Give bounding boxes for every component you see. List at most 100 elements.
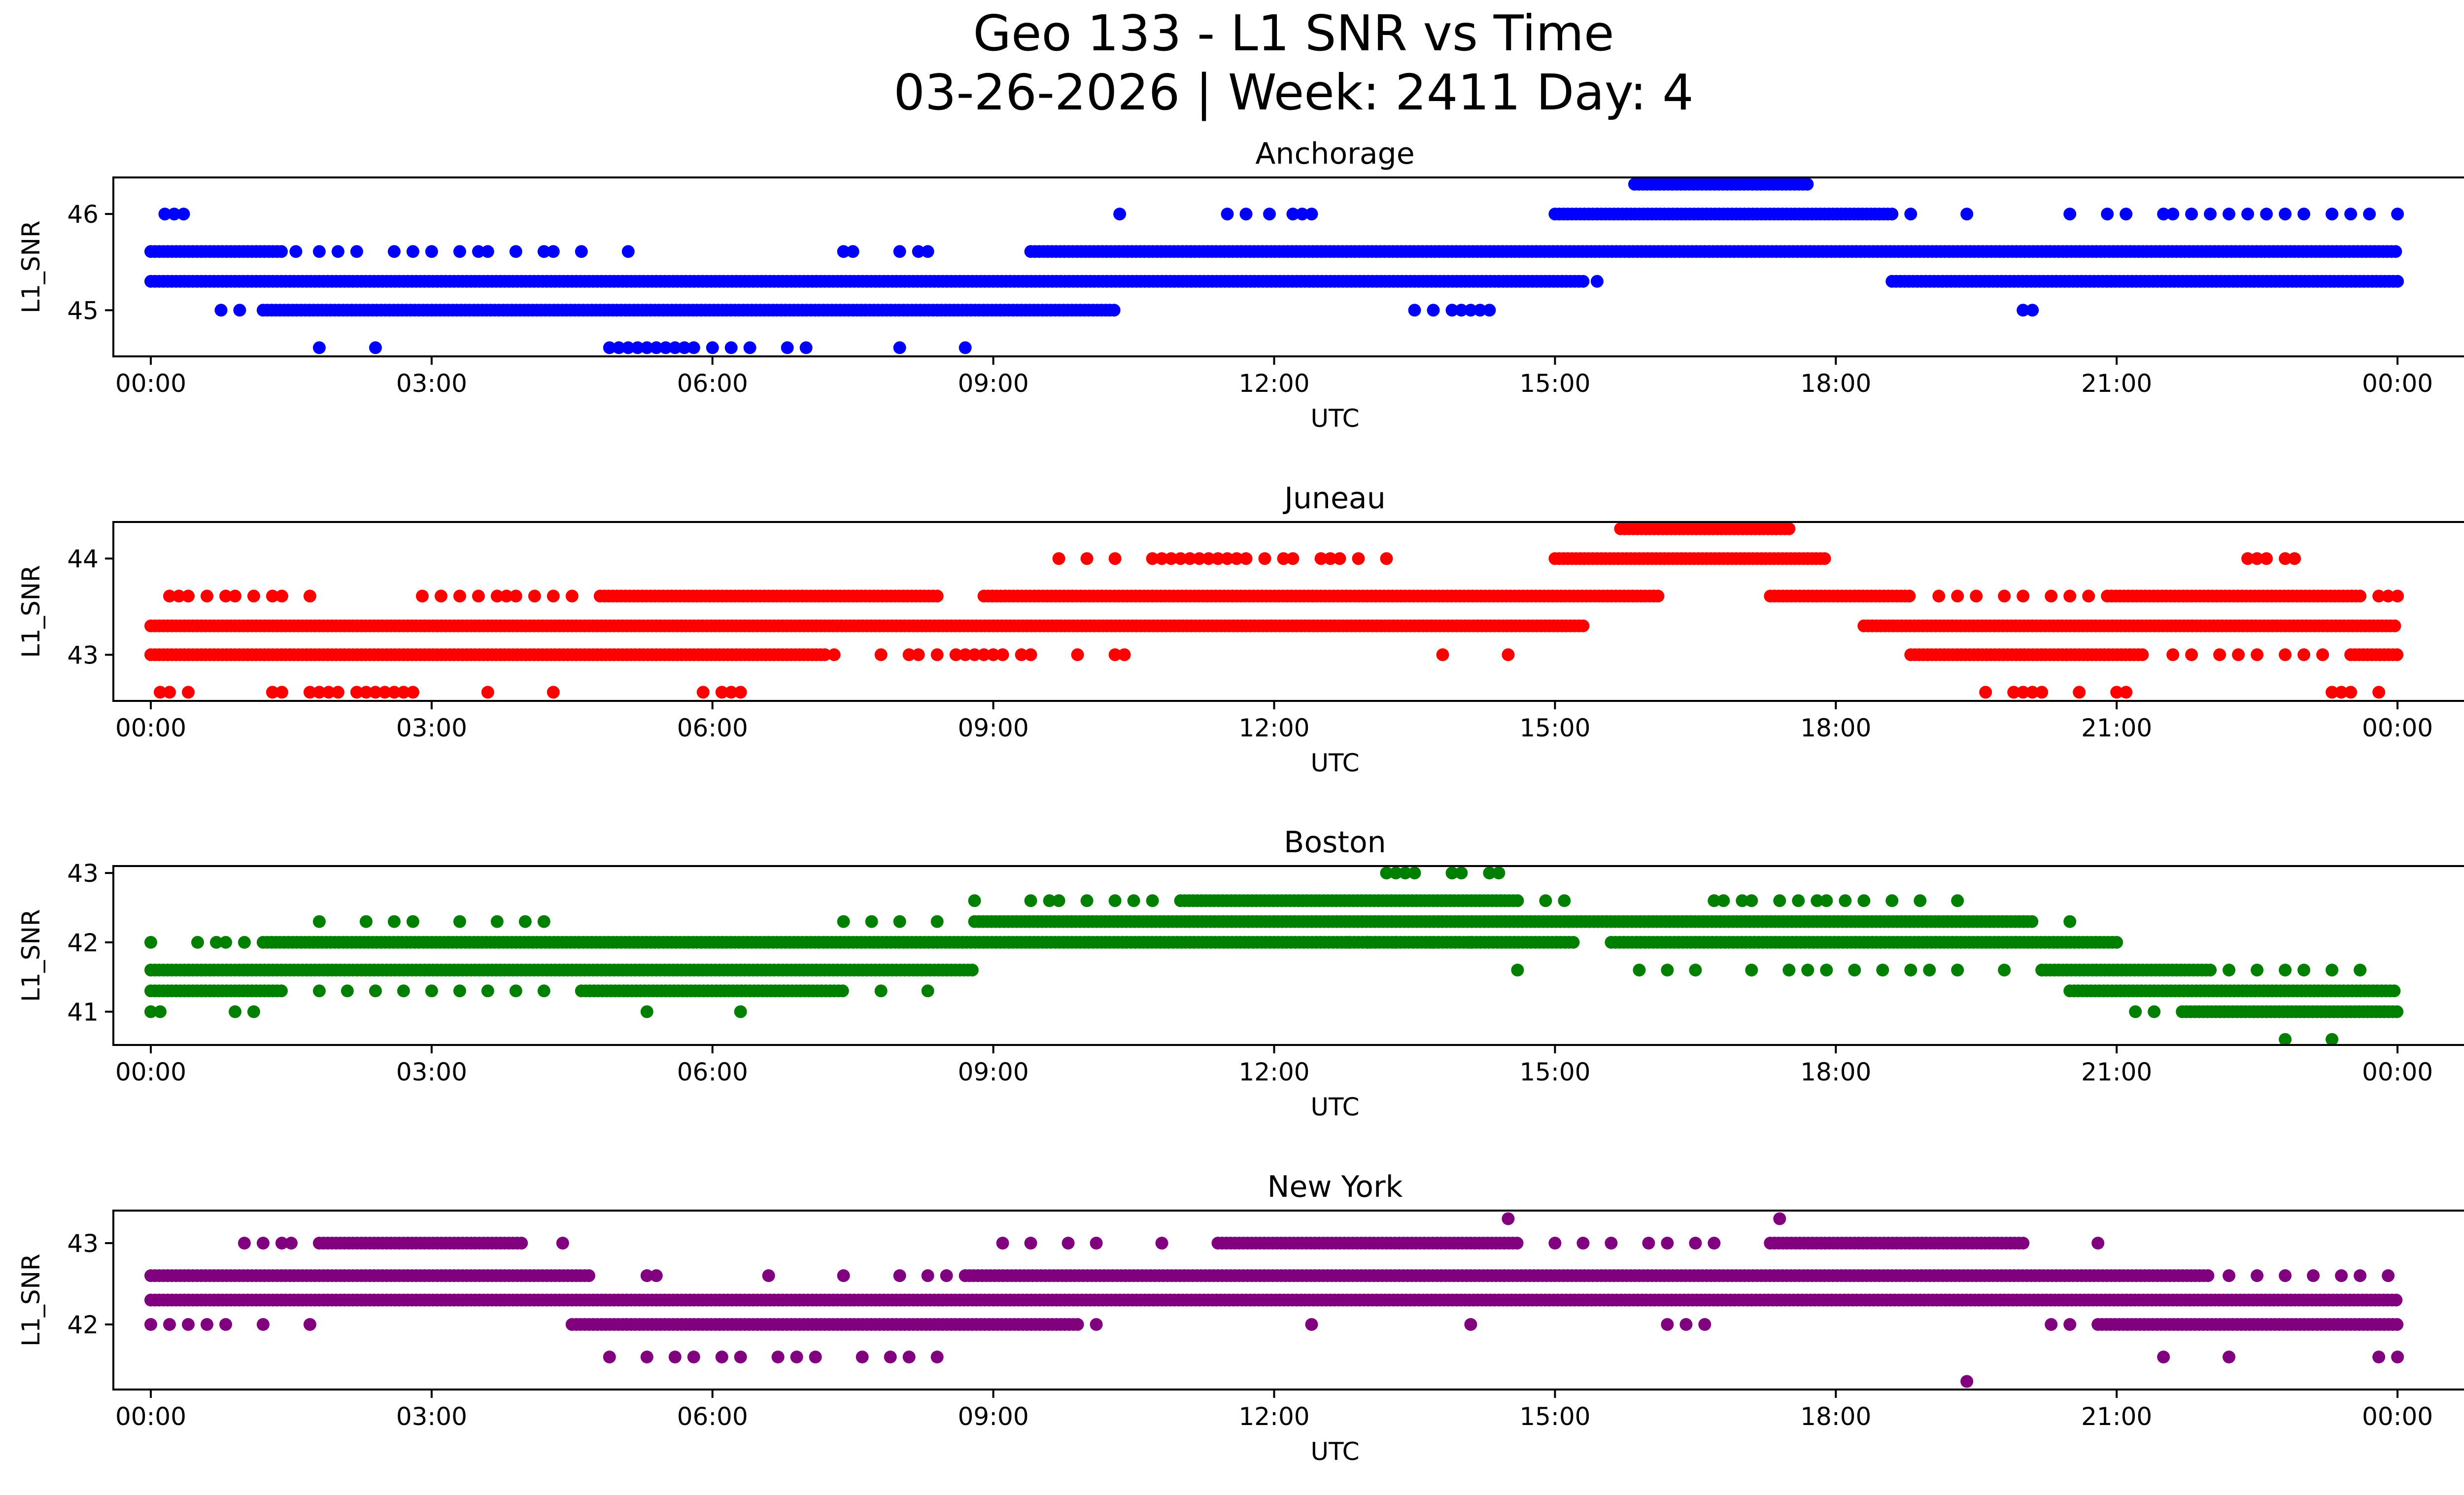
data-point xyxy=(2354,590,2367,603)
data-point xyxy=(453,915,466,928)
data-point xyxy=(158,208,171,221)
data-point xyxy=(2297,964,2311,976)
data-point xyxy=(1717,894,1730,907)
data-point xyxy=(1661,964,1674,976)
x-tick-label: 21:00 xyxy=(2081,1058,2152,1086)
data-point xyxy=(734,1005,747,1018)
x-tick-label: 00:00 xyxy=(115,714,186,742)
data-point xyxy=(1174,552,1187,565)
data-point xyxy=(1998,590,2011,603)
scatter-markers xyxy=(144,867,2404,1045)
data-point xyxy=(949,648,962,661)
data-point xyxy=(921,984,934,998)
data-point xyxy=(827,648,841,661)
data-point xyxy=(1342,936,1356,949)
data-point xyxy=(2026,304,2039,317)
data-point xyxy=(2063,590,2077,603)
data-point xyxy=(968,648,981,661)
data-point xyxy=(2120,208,2133,221)
data-point xyxy=(2025,915,2039,928)
data-point xyxy=(275,686,288,699)
data-point xyxy=(2120,686,2133,699)
data-point xyxy=(247,1005,260,1018)
data-point xyxy=(668,341,682,354)
data-point xyxy=(659,341,672,354)
data-point xyxy=(289,245,303,258)
data-point xyxy=(434,590,447,603)
data-point xyxy=(500,590,513,603)
data-point xyxy=(397,984,410,998)
data-point xyxy=(1651,590,1665,603)
data-point xyxy=(921,245,934,258)
axes-frame xyxy=(112,176,2464,357)
data-point xyxy=(2213,648,2226,661)
data-point xyxy=(350,686,363,699)
data-point xyxy=(1689,964,1702,976)
data-point xyxy=(1380,867,1393,880)
data-point xyxy=(2241,208,2255,221)
data-point xyxy=(2391,590,2404,603)
data-point xyxy=(2185,648,2198,661)
x-tick-label: 18:00 xyxy=(1800,714,1871,742)
data-point xyxy=(1848,964,1861,976)
data-point xyxy=(312,984,326,998)
data-point xyxy=(1998,964,2011,976)
data-point xyxy=(1183,552,1197,565)
data-point xyxy=(715,686,728,699)
data-point xyxy=(1951,590,1964,603)
data-point xyxy=(2389,245,2402,258)
data-point xyxy=(1211,552,1225,565)
data-point xyxy=(965,964,979,976)
x-axis-label: UTC xyxy=(1310,749,1359,777)
data-point xyxy=(734,686,747,699)
data-point xyxy=(706,341,719,354)
data-point xyxy=(1296,208,1309,221)
data-point xyxy=(1492,867,1506,880)
data-point xyxy=(518,915,532,928)
data-point xyxy=(724,341,738,354)
x-tick-label: 00:00 xyxy=(2362,714,2433,742)
x-tick-label: 15:00 xyxy=(1519,369,1590,398)
data-point xyxy=(2391,208,2404,221)
data-point xyxy=(1380,552,1393,565)
y-tick-label: 44 xyxy=(67,545,99,573)
x-tick-label: 03:00 xyxy=(396,714,467,742)
data-point xyxy=(565,590,579,603)
y-tick-label: 46 xyxy=(67,200,99,229)
x-tick-label: 06:00 xyxy=(677,369,748,398)
data-point xyxy=(537,245,550,258)
data-point xyxy=(2223,208,2236,221)
data-point xyxy=(612,341,625,354)
data-point xyxy=(191,936,204,949)
data-point xyxy=(219,590,232,603)
data-point xyxy=(846,245,859,258)
panel-juneau: 00:00 03:00 06:00 09:00 12:00 15:00 18:00 21:00… xyxy=(17,481,2464,777)
data-point xyxy=(1107,304,1121,317)
data-point xyxy=(406,915,419,928)
data-point xyxy=(930,915,944,928)
y-tick-label: 43 xyxy=(67,641,99,669)
data-point xyxy=(874,648,888,661)
data-point xyxy=(930,648,944,661)
data-point xyxy=(509,984,522,998)
data-point xyxy=(2017,1237,2030,1250)
data-point xyxy=(425,984,438,998)
y-axis-label: L1_SNR xyxy=(17,565,45,658)
x-axis-label: UTC xyxy=(1310,1093,1359,1121)
data-point xyxy=(1052,894,1065,907)
data-point xyxy=(1202,552,1215,565)
data-point xyxy=(1333,552,1346,565)
data-point xyxy=(1389,867,1403,880)
x-tick-label: 18:00 xyxy=(1800,1058,1871,1086)
data-point xyxy=(1483,867,1496,880)
data-point xyxy=(1708,894,1721,907)
data-point xyxy=(425,245,438,258)
data-point xyxy=(2344,686,2358,699)
data-point xyxy=(481,686,494,699)
data-point xyxy=(350,245,363,258)
data-point xyxy=(481,984,494,998)
panel-boston: 00:00 03:00 06:00 09:00 12:00 15:00 18:00 21:00… xyxy=(17,825,2464,1121)
data-point xyxy=(1277,552,1290,565)
data-point xyxy=(1408,867,1421,880)
y-tick-label: 41 xyxy=(67,998,99,1026)
